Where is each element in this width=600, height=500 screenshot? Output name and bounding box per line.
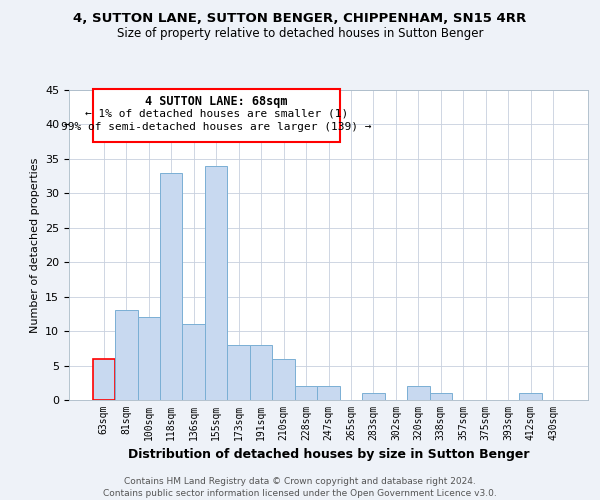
Text: 4 SUTTON LANE: 68sqm: 4 SUTTON LANE: 68sqm <box>145 95 287 108</box>
Text: Size of property relative to detached houses in Sutton Benger: Size of property relative to detached ho… <box>117 28 483 40</box>
Bar <box>250 345 272 400</box>
Bar <box>92 358 115 400</box>
Bar <box>272 358 295 400</box>
Bar <box>182 324 205 400</box>
Bar <box>92 88 340 142</box>
Bar <box>407 386 430 400</box>
Bar <box>160 172 182 400</box>
Bar <box>137 318 160 400</box>
Bar <box>115 310 137 400</box>
Bar <box>430 393 452 400</box>
Text: 99% of semi-detached houses are larger (139) →: 99% of semi-detached houses are larger (… <box>61 122 371 132</box>
Text: Contains HM Land Registry data © Crown copyright and database right 2024.: Contains HM Land Registry data © Crown c… <box>124 478 476 486</box>
Bar <box>205 166 227 400</box>
Bar <box>295 386 317 400</box>
Text: ← 1% of detached houses are smaller (1): ← 1% of detached houses are smaller (1) <box>85 108 348 118</box>
Y-axis label: Number of detached properties: Number of detached properties <box>29 158 40 332</box>
Bar <box>520 393 542 400</box>
Text: 4, SUTTON LANE, SUTTON BENGER, CHIPPENHAM, SN15 4RR: 4, SUTTON LANE, SUTTON BENGER, CHIPPENHA… <box>73 12 527 26</box>
Bar <box>362 393 385 400</box>
Text: Contains public sector information licensed under the Open Government Licence v3: Contains public sector information licen… <box>103 489 497 498</box>
X-axis label: Distribution of detached houses by size in Sutton Benger: Distribution of detached houses by size … <box>128 448 529 462</box>
Bar <box>317 386 340 400</box>
Bar <box>227 345 250 400</box>
